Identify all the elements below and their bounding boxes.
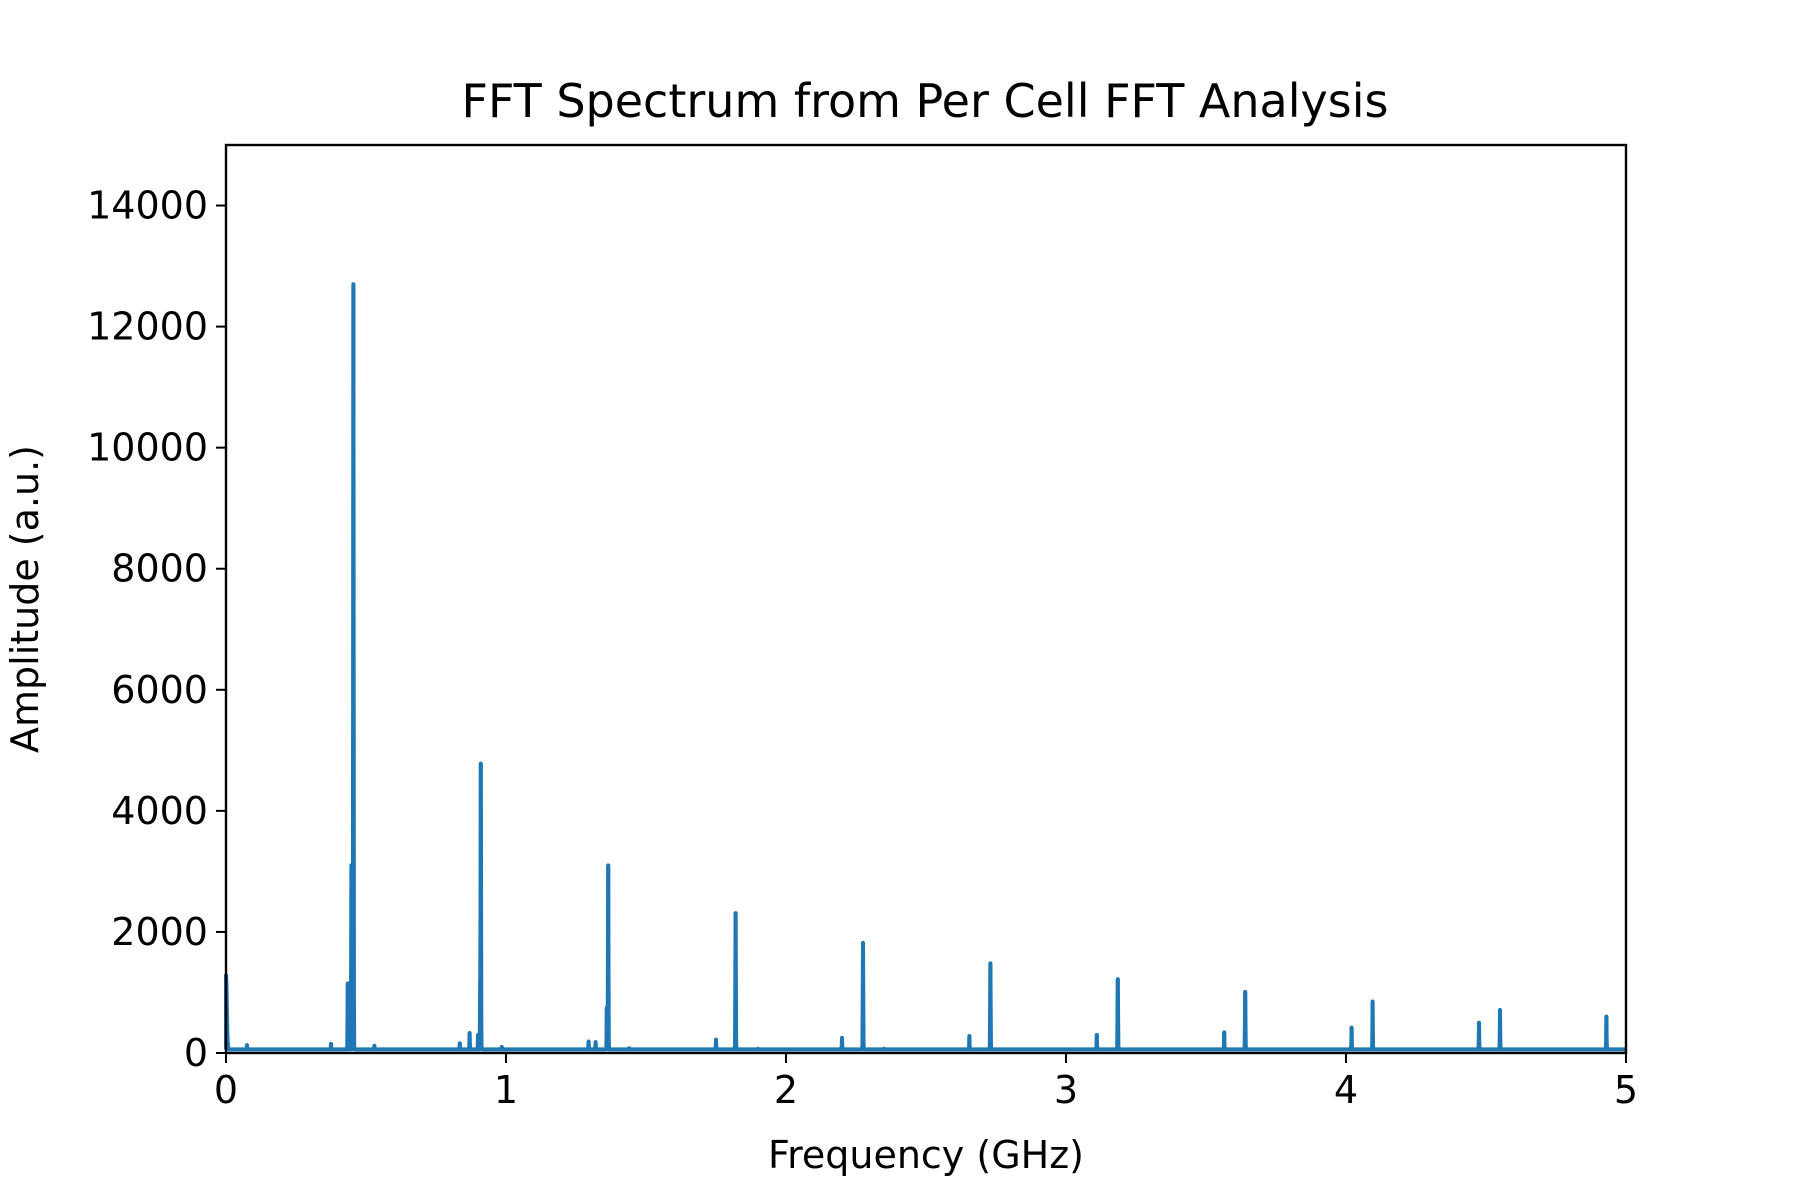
y-tick-label: 0 <box>184 1031 208 1075</box>
x-axis: 0 1 2 3 4 5 <box>214 1053 1638 1112</box>
x-tick-label: 0 <box>214 1068 238 1112</box>
x-axis-label: Frequency (GHz) <box>768 1133 1084 1177</box>
plot-series <box>224 282 1628 1052</box>
x-tick-label: 3 <box>1054 1068 1078 1112</box>
y-tick-label: 6000 <box>111 668 208 712</box>
y-axis-label: Amplitude (a.u.) <box>3 445 47 753</box>
y-axis: 0 2000 4000 6000 8000 10000 12000 14000 <box>87 184 226 1075</box>
y-tick-label: 2000 <box>111 910 208 954</box>
x-tick-label: 5 <box>1614 1068 1638 1112</box>
series-line-0 <box>224 282 1628 1052</box>
y-tick-label: 12000 <box>87 305 208 349</box>
y-tick-label: 14000 <box>87 184 208 228</box>
x-tick-label: 1 <box>494 1068 518 1112</box>
y-tick-label: 4000 <box>111 789 208 833</box>
plot-frame <box>224 143 1628 1055</box>
y-tick-label: 8000 <box>111 547 208 591</box>
y-tick-label: 10000 <box>87 426 208 470</box>
x-tick-label: 4 <box>1334 1068 1358 1112</box>
chart-title: FFT Spectrum from Per Cell FFT Analysis <box>462 74 1389 128</box>
x-tick-label: 2 <box>774 1068 798 1112</box>
